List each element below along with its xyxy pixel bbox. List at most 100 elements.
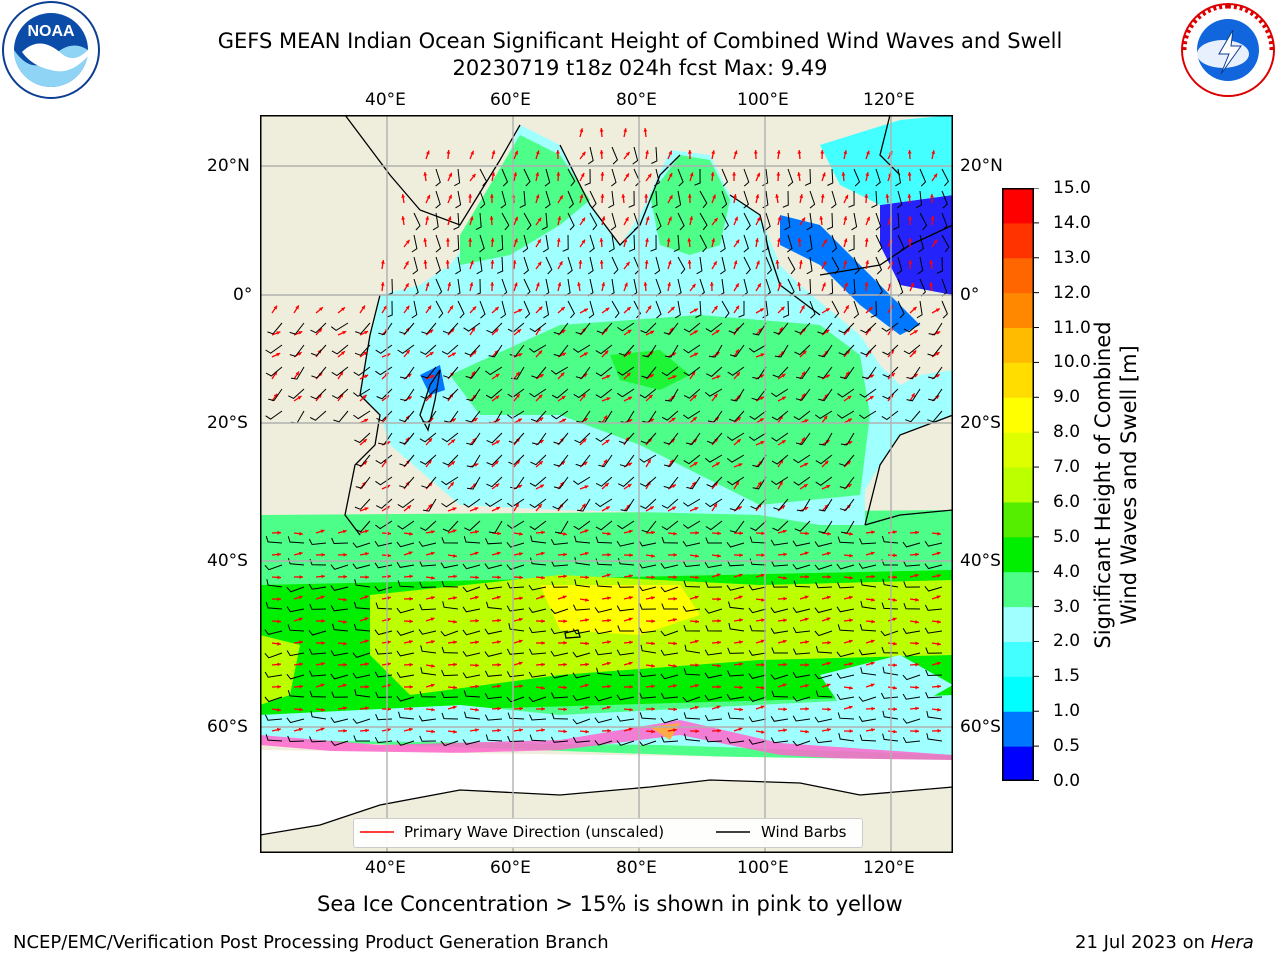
wind-barb: [330, 564, 349, 570]
wind-barb: [497, 256, 504, 274]
wind-barb: [729, 520, 745, 533]
wave-direction-arrowhead: [386, 617, 391, 622]
wave-direction-arrowhead: [797, 172, 801, 176]
wind-barb: [594, 628, 613, 635]
wave-direction-arrowhead: [405, 239, 410, 244]
wave-direction-arrowhead: [629, 574, 633, 578]
wave-direction-arrowhead: [607, 552, 611, 557]
wave-direction-arrowhead: [805, 531, 809, 536]
wave-direction-arrowhead: [733, 260, 738, 265]
wave-direction-arrowhead: [846, 328, 850, 332]
wind-barb: [441, 476, 459, 486]
wave-direction-arrowhead: [538, 504, 542, 508]
wave-direction-arrowhead: [930, 194, 934, 198]
wave-direction-arrowhead: [562, 418, 567, 423]
wind-barb: [770, 560, 789, 567]
wave-direction-arrowhead: [473, 418, 478, 422]
wave-direction-arrowhead: [515, 371, 520, 376]
wind-barb: [290, 366, 305, 380]
wave-direction-arrowhead: [426, 194, 431, 199]
wave-direction-arrowhead: [937, 728, 941, 733]
wind-barb: [529, 520, 547, 531]
wind-barb: [265, 734, 283, 742]
wind-barb: [507, 582, 525, 589]
wave-direction-arrowhead: [694, 595, 699, 600]
wave-direction-arrowhead: [471, 173, 476, 178]
wave-direction-arrowhead: [468, 238, 473, 242]
wave-direction-arrowhead: [824, 460, 829, 465]
wind-barb: [529, 476, 547, 487]
wind-barb: [353, 601, 371, 610]
wind-barb: [654, 168, 660, 187]
wave-direction-arrowhead: [847, 395, 852, 400]
wind-barbs-legend-line: [716, 831, 750, 833]
wave-direction-arrowhead: [713, 503, 717, 508]
colorbar-tick-label: 0.5: [1053, 736, 1081, 757]
wind-barb: [882, 344, 899, 356]
wave-direction-arrowhead: [825, 374, 830, 379]
wind-barb: [661, 603, 678, 610]
wave-direction-arrowhead: [475, 707, 479, 712]
colorbar-tick-label: 15.0: [1053, 178, 1091, 198]
wave-direction-arrowhead: [801, 437, 805, 442]
wind-barb: [463, 322, 481, 332]
wave-direction-arrowhead: [714, 482, 718, 486]
wind-barb: [765, 212, 771, 231]
wave-direction-arrowhead: [733, 150, 738, 155]
wave-direction-arrowhead: [651, 663, 655, 668]
wind-barb: [818, 432, 833, 446]
wave-direction-arrowhead: [365, 662, 369, 667]
wind-barb: [264, 629, 283, 635]
wind-barb: [917, 256, 924, 275]
wind-barb: [704, 649, 723, 656]
wind-barb: [727, 560, 745, 567]
wave-direction-arrowhead: [893, 598, 897, 602]
wind-barb: [465, 410, 481, 423]
wind-barb: [728, 322, 745, 334]
wave-direction-arrowhead: [431, 596, 435, 600]
wind-barb: [587, 146, 594, 165]
wave-direction-arrowhead: [321, 641, 325, 645]
wave-direction-arrowhead: [535, 172, 540, 177]
wind-barb: [896, 190, 903, 209]
wave-direction-arrowhead: [409, 662, 413, 667]
wind-barb: [853, 300, 860, 319]
wave-direction-arrowhead: [607, 684, 611, 689]
wind-barb: [399, 454, 415, 467]
wave-direction-arrowhead: [733, 194, 737, 198]
wave-direction-arrowhead: [607, 531, 611, 536]
wave-direction-arrowhead: [673, 728, 677, 732]
colorbar-tick-label: 10.0: [1053, 352, 1091, 373]
wave-direction-arrowhead: [342, 331, 347, 335]
lon-tick-bottom: 80°E: [616, 858, 657, 878]
wind-barb: [419, 581, 437, 588]
wind-barb: [620, 498, 635, 512]
wind-barb: [682, 560, 701, 568]
wave-direction-arrowhead: [365, 575, 369, 579]
wave-direction-arrowhead: [387, 728, 391, 732]
wave-direction-arrowhead: [519, 532, 523, 536]
wave-direction-arrowhead: [673, 664, 677, 668]
wind-barb: [836, 694, 855, 701]
wind-barb: [860, 600, 877, 610]
wave-direction-arrowhead: [760, 705, 765, 710]
wave-direction-arrowhead: [871, 597, 875, 602]
wind-barb: [927, 410, 943, 423]
wave-direction-arrowhead: [827, 640, 831, 645]
wave-direction-arrowhead: [805, 663, 809, 667]
wave-direction-arrowhead: [738, 595, 743, 600]
wave-direction-arrowhead: [777, 282, 782, 287]
wind-barb: [738, 301, 745, 318]
wind-barb: [308, 538, 327, 546]
wind-barb: [435, 234, 442, 253]
wind-barb: [411, 234, 418, 253]
colorbar-tick-label: 1.5: [1053, 666, 1081, 687]
wind-barb: [720, 234, 726, 253]
wind-barb: [924, 540, 943, 547]
wind-barb: [455, 190, 462, 209]
lon-tick-bottom: 60°E: [490, 858, 531, 878]
wind-barb: [355, 454, 371, 467]
wind-barb: [809, 300, 816, 319]
wave-direction-arrowhead: [644, 194, 649, 198]
wind-barb: [617, 476, 635, 487]
